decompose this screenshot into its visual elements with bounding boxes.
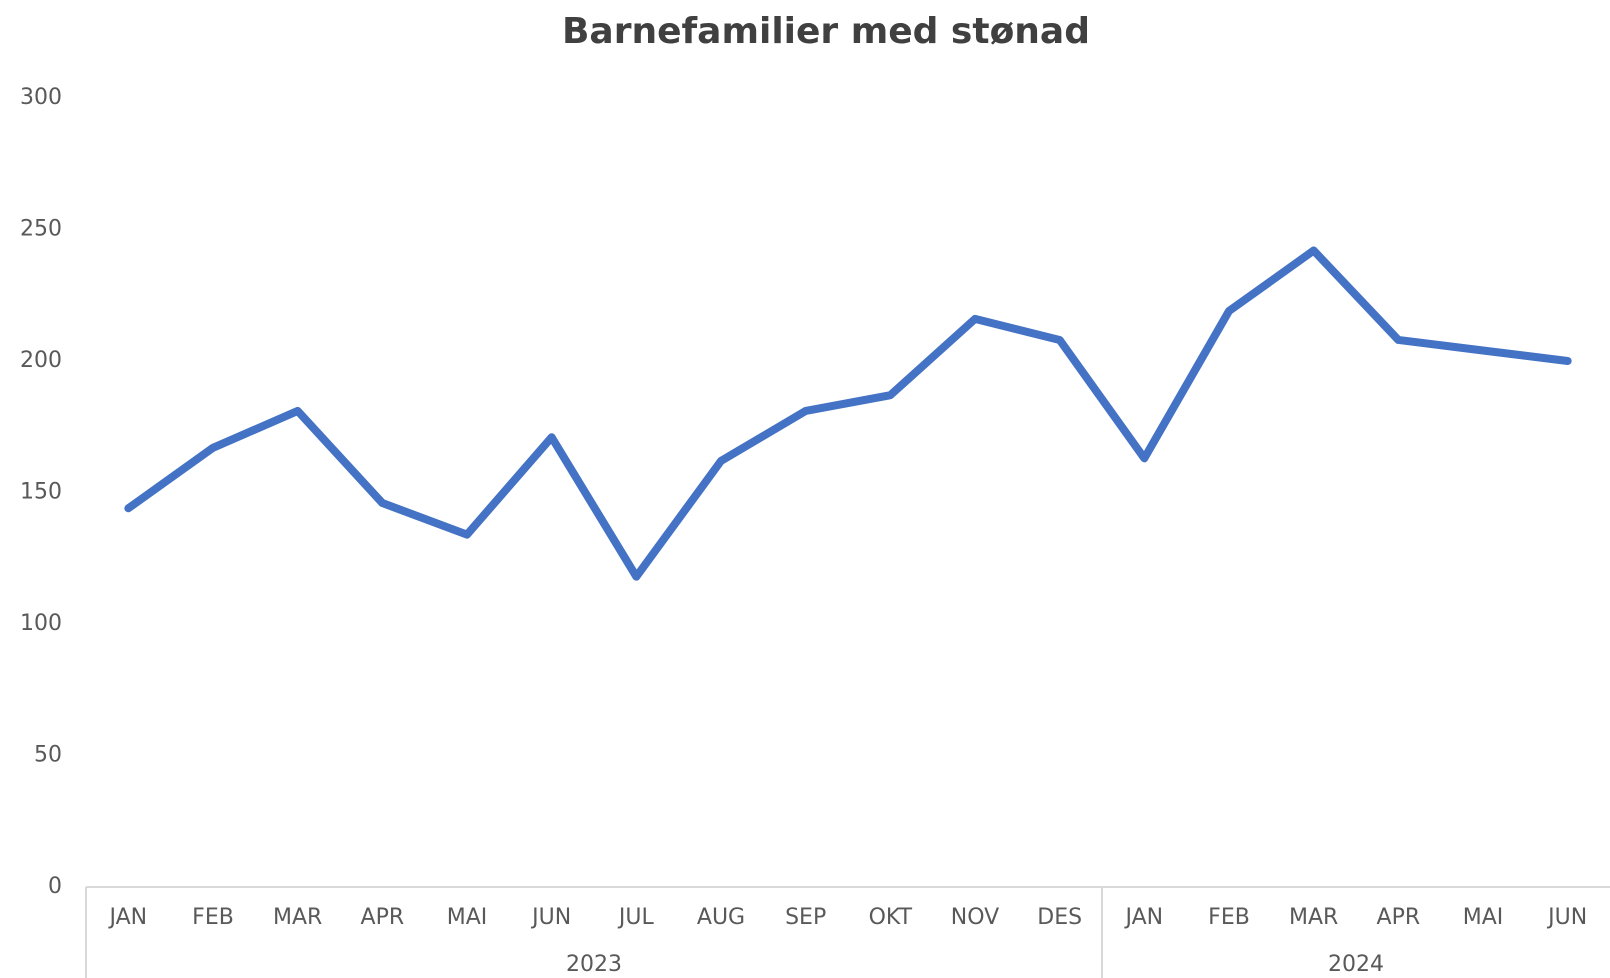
x-tick-label: FEB — [1208, 905, 1250, 930]
x-tick-label: NOV — [951, 905, 999, 930]
x-tick-label: JAN — [108, 905, 148, 930]
x-tick-label: MAR — [1289, 905, 1338, 930]
group-label: 2023 — [566, 952, 622, 977]
x-tick-label: JUN — [1546, 905, 1587, 930]
x-tick-label: MAI — [447, 905, 488, 930]
x-tick-label: FEB — [192, 905, 234, 930]
x-tick-label: JUN — [530, 905, 571, 930]
x-tick-label: APR — [361, 905, 405, 930]
x-tick-label: MAR — [273, 905, 322, 930]
x-tick-label: OKT — [869, 905, 913, 930]
x-tick-label: MAI — [1463, 905, 1504, 930]
y-tick-label: 200 — [20, 348, 62, 373]
chart-title: Barnefamilier med stønad — [562, 11, 1090, 52]
x-tick-label: JAN — [1124, 905, 1164, 930]
y-tick-label: 0 — [48, 874, 62, 899]
x-tick-label: SEP — [785, 905, 826, 930]
x-tick-label: DES — [1037, 905, 1082, 930]
x-tick-label: AUG — [697, 905, 745, 930]
y-tick-label: 300 — [20, 85, 62, 110]
y-tick-label: 150 — [20, 480, 62, 505]
x-tick-label: JUL — [617, 905, 655, 930]
x-tick-label: APR — [1377, 905, 1421, 930]
y-tick-label: 50 — [34, 743, 62, 768]
group-label: 2024 — [1328, 952, 1384, 977]
y-tick-label: 100 — [20, 611, 62, 636]
line-series — [124, 246, 1572, 581]
y-tick-label: 250 — [20, 217, 62, 242]
